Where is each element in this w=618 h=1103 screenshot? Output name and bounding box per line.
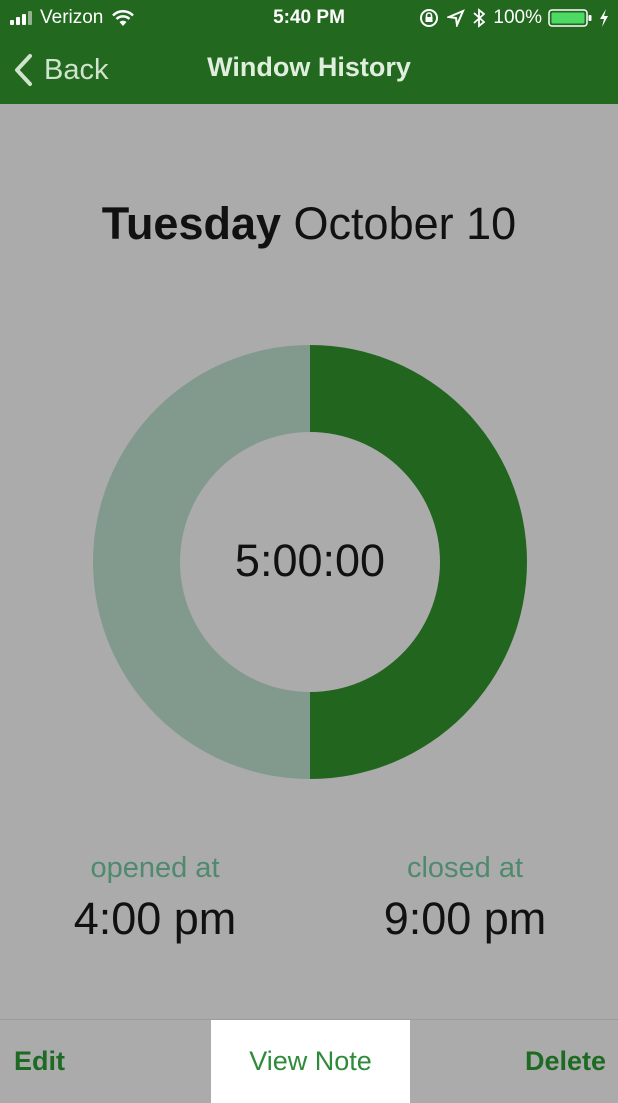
status-left: Verizon bbox=[10, 7, 135, 29]
duration-center-label: 5:00:00 bbox=[234, 535, 386, 586]
status-time: 5:40 PM bbox=[273, 7, 345, 28]
back-button-label: Back bbox=[44, 53, 109, 86]
closed-at-time: 9:00 pm bbox=[383, 893, 547, 944]
cellular-signal-icon bbox=[10, 11, 34, 25]
chevron-left-icon bbox=[15, 54, 32, 86]
donut-slice-1 bbox=[93, 345, 310, 779]
view-note-button[interactable]: View Note bbox=[211, 1020, 410, 1103]
wifi-icon bbox=[112, 10, 135, 26]
bottom-toolbar: Edit View Note Delete bbox=[0, 1019, 618, 1103]
battery-icon bbox=[548, 9, 592, 27]
date-label: October 10 bbox=[293, 198, 517, 249]
rotation-lock-icon bbox=[420, 9, 439, 27]
charging-bolt-icon bbox=[600, 9, 608, 27]
status-right: 100% bbox=[419, 7, 610, 29]
duration-donut-chart: 5:00:00 bbox=[93, 345, 527, 779]
location-arrow-icon bbox=[447, 9, 466, 27]
status-bar: Verizon 5:40 PM 100% bbox=[0, 0, 618, 36]
opened-at-time: 4:00 pm bbox=[73, 893, 237, 944]
battery-percent: 100% bbox=[493, 7, 542, 28]
back-button[interactable]: Back bbox=[12, 50, 108, 90]
opened-at-label: opened at bbox=[90, 852, 220, 884]
carrier-name: Verizon bbox=[40, 7, 104, 28]
closed-at-label: closed at bbox=[406, 852, 524, 884]
weekday-label: Tuesday bbox=[101, 198, 282, 249]
date-heading: Tuesday October 10 bbox=[0, 198, 618, 250]
bluetooth-icon bbox=[473, 8, 486, 28]
opened-at-block: opened at 4:00 pm bbox=[5, 852, 305, 945]
donut-svg bbox=[93, 345, 527, 779]
navigation-bar: Back Window History bbox=[0, 36, 618, 104]
donut-slice-0 bbox=[310, 345, 527, 779]
page-title: Window History bbox=[207, 52, 411, 82]
closed-at-block: closed at 9:00 pm bbox=[315, 852, 615, 945]
delete-button[interactable]: Delete bbox=[524, 1046, 606, 1076]
edit-button[interactable]: Edit bbox=[14, 1046, 65, 1076]
